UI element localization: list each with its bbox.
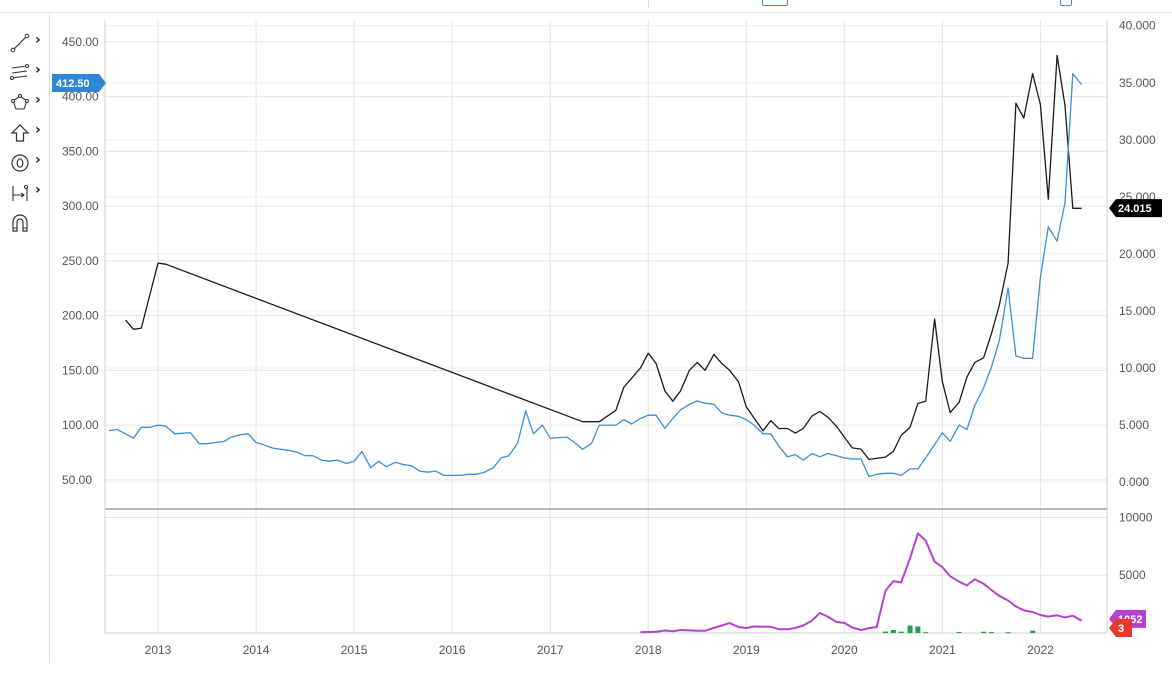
circle-zero-icon xyxy=(11,154,29,172)
left-tick-label: 50.00 xyxy=(62,473,92,487)
x-tick-label: 2014 xyxy=(243,643,270,657)
submenu-chevron-icon: › xyxy=(35,122,41,138)
x-tick-label: 2015 xyxy=(341,643,368,657)
submenu-chevron-icon: › xyxy=(35,152,41,168)
left-tick-label: 300.00 xyxy=(62,199,99,213)
multi-line-tool-icon xyxy=(10,64,29,80)
volume-bar xyxy=(923,632,929,634)
left-tick-label: 200.00 xyxy=(62,309,99,323)
red-value-badge-shape xyxy=(1109,619,1132,637)
submenu-chevron-icon: › xyxy=(35,62,41,78)
shape-tool-button[interactable]: › xyxy=(8,90,50,120)
left-tick-label: 400.00 xyxy=(62,90,99,104)
right-tick-label: 15.000 xyxy=(1119,304,1156,318)
measure-tool-icon xyxy=(12,184,29,201)
toolbar-divider xyxy=(49,14,50,662)
blue-series-line xyxy=(108,72,1083,478)
toolbar-toggle-box[interactable] xyxy=(762,0,788,6)
measure-tool-button[interactable]: › xyxy=(8,180,50,210)
x-tick-label: 2021 xyxy=(929,643,956,657)
red-value-badge-text: 3 xyxy=(1118,623,1124,635)
top-toolbar-strip xyxy=(0,0,1172,13)
left-value-badge: 412.50 xyxy=(52,73,106,92)
volume-bar xyxy=(988,632,994,634)
line-tool-button[interactable]: › xyxy=(8,30,50,60)
x-tick-label: 2013 xyxy=(145,643,172,657)
multi-line-tool-button[interactable]: › xyxy=(8,60,50,90)
sub-tick-label: 5000 xyxy=(1119,568,1146,582)
right-value-badge-text: 24.015 xyxy=(1118,203,1152,215)
toolbar-separator xyxy=(648,0,649,8)
arrow-up-icon xyxy=(10,124,30,142)
shape-tool-icon xyxy=(11,94,29,110)
magnet-button[interactable] xyxy=(8,210,50,240)
volume-bar xyxy=(890,629,896,633)
x-tick-label: 2016 xyxy=(439,643,466,657)
black-series-line xyxy=(125,54,1082,461)
x-tick-label: 2018 xyxy=(635,643,662,657)
submenu-chevron-icon: › xyxy=(35,92,41,108)
right-tick-label: 0.000 xyxy=(1119,475,1149,489)
right-tick-label: 5.000 xyxy=(1119,418,1149,432)
volume-bar xyxy=(956,631,962,633)
shapes-circle-tool-button[interactable]: › xyxy=(8,150,50,180)
submenu-chevron-icon: › xyxy=(35,32,41,48)
line-tool-icon xyxy=(10,33,30,53)
left-tick-label: 450.00 xyxy=(62,35,99,49)
right-value-badge-shape xyxy=(1109,199,1162,218)
volume-bar xyxy=(915,626,921,633)
drawing-toolbar: › › › › › xyxy=(8,30,50,240)
sub-tick-label: 10000 xyxy=(1119,510,1153,524)
right-tick-label: 20.000 xyxy=(1119,247,1156,261)
left-tick-label: 100.00 xyxy=(62,418,99,432)
x-tick-label: 2019 xyxy=(733,643,760,657)
axes: 2013 2014 2015 2016 2017 2018 2019 2020 2021 2022… xyxy=(62,19,1156,657)
x-tick-label: 2020 xyxy=(831,643,858,657)
volume-bar xyxy=(981,631,987,633)
grid xyxy=(105,20,1107,633)
volume-bar xyxy=(907,625,913,633)
volume-bar xyxy=(1005,632,1011,634)
left-value-badge-text: 412.50 xyxy=(56,78,90,90)
x-tick-label: 2017 xyxy=(537,643,564,657)
arrow-tool-button[interactable]: › xyxy=(8,120,50,150)
submenu-chevron-icon: › xyxy=(35,182,41,198)
right-tick-label: 35.000 xyxy=(1119,76,1156,90)
right-value-badge: 24.015 xyxy=(1109,199,1162,218)
right-tick-label: 40.000 xyxy=(1119,19,1156,33)
series xyxy=(108,54,1083,634)
left-tick-label: 250.00 xyxy=(62,254,99,268)
toolbar-checkbox[interactable] xyxy=(1060,0,1072,6)
left-tick-label: 150.00 xyxy=(62,363,99,377)
x-tick-label: 2022 xyxy=(1027,643,1054,657)
magnet-icon xyxy=(12,214,28,232)
red-value-badge: 3 xyxy=(1109,619,1132,637)
right-tick-label: 30.000 xyxy=(1119,133,1156,147)
left-value-badge-shape xyxy=(52,73,106,92)
volume-bar xyxy=(1030,630,1036,633)
right-tick-label: 10.000 xyxy=(1119,361,1156,375)
volume-bar xyxy=(898,631,904,633)
left-tick-label: 350.00 xyxy=(62,144,99,158)
volume-bar xyxy=(883,631,889,633)
purple-series-line xyxy=(640,532,1083,634)
